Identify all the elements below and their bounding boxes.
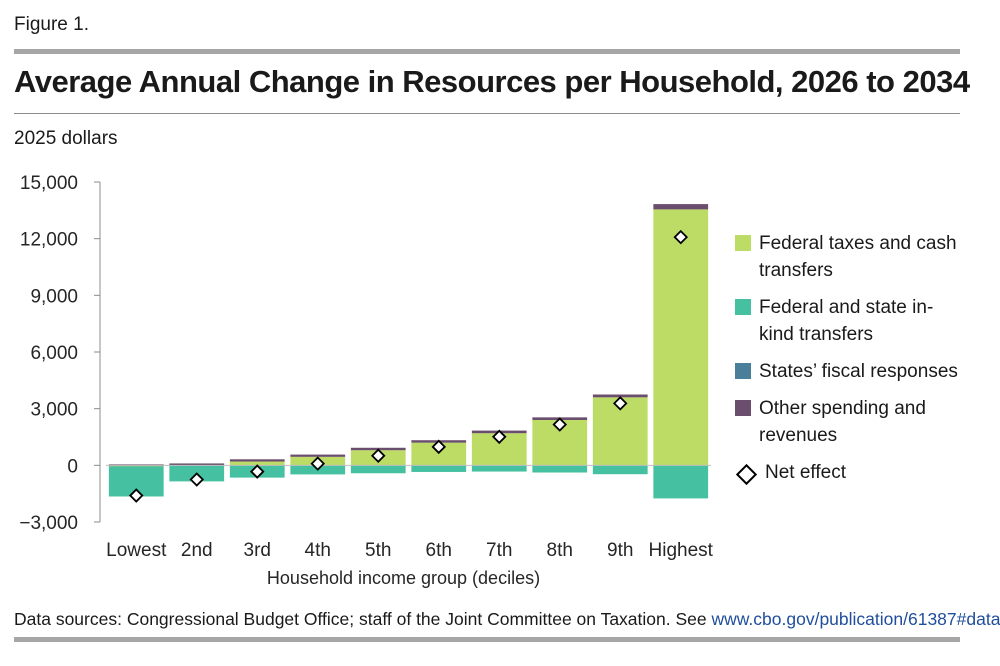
bar-chart: −3,000 0 3,000 6,000 9,000 12,000 15,000 Lowest… — [19, 173, 714, 588]
y-tick-label: 9,000 — [30, 286, 78, 307]
y-tick-label: −3,000 — [19, 513, 78, 534]
legend-item-inkind: Federal and state in-kind transfers — [735, 294, 959, 348]
legend-label: Federal and state in-kind transfers — [759, 297, 934, 345]
footer-text: Data sources: Congressional Budget Offic… — [14, 609, 712, 629]
bar-inkind — [532, 465, 588, 473]
diamond-icon — [735, 463, 758, 486]
y-tick-label: 3,000 — [30, 400, 78, 421]
bar-inkind — [653, 465, 709, 499]
legend-item-net-effect: Net effect — [735, 459, 959, 486]
net-effect-marker — [431, 439, 447, 455]
net-effect-marker — [310, 456, 326, 471]
net-effect-marker — [370, 448, 386, 463]
data-link[interactable]: www.cbo.gov/publication/61387#data — [711, 609, 1000, 629]
x-tick-label: 2nd — [181, 540, 213, 561]
legend-item-other: Other spending and revenues — [735, 395, 959, 449]
legend-item-federal-taxes: Federal taxes and cash transfers — [735, 230, 959, 284]
x-tick-label: 8th — [547, 540, 573, 561]
bar-other — [229, 459, 285, 462]
legend-label: Other spending and revenues — [759, 398, 926, 446]
y-tick-label: 6,000 — [30, 343, 78, 364]
y-tick-label: 0 — [67, 456, 78, 477]
y-tick-label: 12,000 — [20, 230, 78, 251]
bar-inkind — [592, 465, 648, 475]
legend-label: Federal taxes and cash transfers — [759, 233, 957, 281]
net-effect-marker — [249, 464, 265, 479]
bar-inkind — [471, 465, 527, 472]
x-tick-label: 7th — [486, 540, 512, 561]
top-rule — [14, 49, 960, 54]
net-effect-marker — [491, 429, 507, 445]
footer-note: Data sources: Congressional Budget Offic… — [14, 609, 1000, 630]
legend-swatch-federal-taxes — [735, 235, 751, 251]
net-effect-marker — [128, 488, 144, 503]
bar-other — [169, 463, 225, 466]
net-effect-marker — [552, 417, 568, 432]
net-effect-marker — [673, 229, 689, 245]
x-tick-label: Lowest — [106, 540, 167, 561]
x-tick-label: 3rd — [244, 540, 271, 561]
legend-swatch-inkind — [735, 299, 751, 315]
legend-label: States’ fiscal responses — [759, 361, 958, 382]
bar-other — [653, 204, 709, 210]
chart-title: Average Annual Change in Resources per H… — [14, 64, 970, 99]
x-tick-label: 9th — [607, 540, 633, 561]
legend-swatch-states — [735, 363, 751, 379]
net-effect-marker — [189, 472, 205, 487]
unit-label: 2025 dollars — [14, 128, 118, 149]
bar-federal-taxes — [229, 461, 285, 466]
bar-other — [592, 394, 648, 398]
y-tick-label: 15,000 — [20, 173, 78, 194]
legend-label: Net effect — [765, 462, 846, 483]
title-rule — [14, 113, 960, 114]
legend-swatch-other — [735, 400, 751, 416]
x-axis-label: Household income group (deciles) — [267, 568, 540, 588]
bar-federal-taxes — [108, 465, 164, 467]
bar-federal-taxes — [653, 209, 709, 466]
net-effect-marker — [612, 396, 628, 411]
x-tick-label: 5th — [365, 540, 391, 561]
bar-inkind — [411, 465, 467, 472]
legend: Federal taxes and cash transfers Federal… — [735, 230, 959, 496]
bottom-rule — [14, 637, 960, 642]
x-tick-label: 4th — [305, 540, 331, 561]
bar-other — [290, 454, 346, 457]
x-tick-label: 6th — [426, 540, 452, 561]
figure-label: Figure 1. — [14, 14, 89, 35]
bar-inkind — [350, 465, 406, 474]
legend-item-states: States’ fiscal responses — [735, 358, 959, 385]
x-tick-label: Highest — [649, 540, 714, 561]
